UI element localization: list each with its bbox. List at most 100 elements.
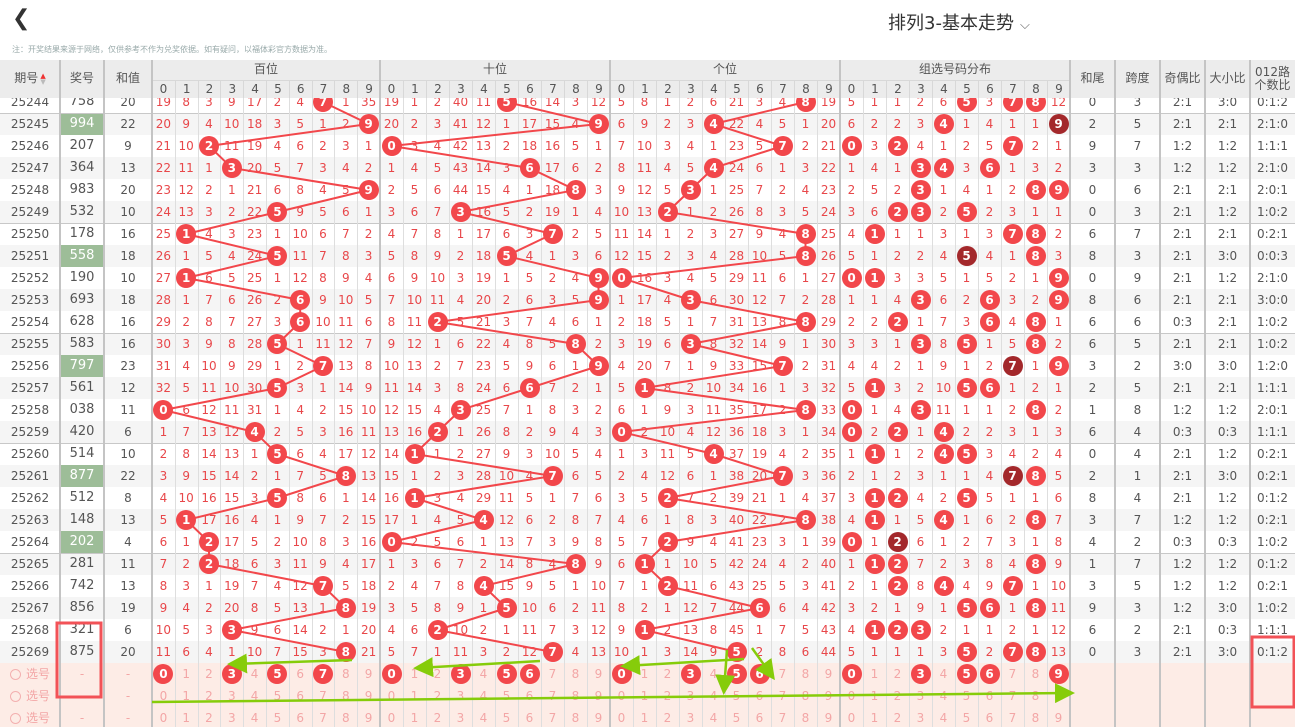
select-digit-ge[interactable]: 8 [801, 667, 810, 681]
radio-circle-icon[interactable] [9, 691, 21, 702]
select-digit-shi[interactable]: 0 [387, 711, 396, 725]
select-digit-bai[interactable]: 6 [296, 711, 305, 725]
hit-number-ball: 5 [267, 334, 288, 354]
select-digit-ge[interactable]: 0 [617, 711, 626, 725]
selected-number-ball[interactable]: 0 [153, 664, 174, 684]
selected-number-ball[interactable]: 6 [749, 664, 770, 684]
selected-number-ball[interactable]: 7 [313, 664, 333, 684]
select-digit-ge[interactable]: 4 [709, 711, 718, 725]
select-digit-ge[interactable]: 9 [824, 667, 833, 681]
select-digit-bai[interactable]: 8 [341, 667, 350, 681]
select-digit-zu[interactable]: 1 [870, 667, 879, 681]
select-digit-zu[interactable]: 9 [1054, 711, 1063, 725]
select-label[interactable]: 选号 [0, 663, 60, 685]
select-digit-bai[interactable]: 4 [250, 667, 259, 681]
select-digit-shi[interactable]: 2 [433, 667, 442, 681]
omission-cell: 10 [383, 359, 400, 373]
omission-cell: 2 [709, 205, 718, 219]
select-digit-shi[interactable]: 6 [525, 711, 534, 725]
omission-cell: 1 [617, 447, 626, 461]
select-digit-shi[interactable]: 3 [456, 711, 465, 725]
select-digit-bai[interactable]: 6 [296, 667, 305, 681]
omission-cell: 8 [640, 98, 649, 109]
select-digit-ge[interactable]: 2 [663, 667, 672, 681]
omission-cell: 13 [178, 205, 194, 219]
selected-number-ball[interactable]: 6 [979, 664, 1000, 684]
select-digit-zu[interactable]: 0 [847, 711, 856, 725]
selected-number-ball[interactable]: 0 [611, 664, 632, 684]
selected-number-ball[interactable]: 6 [519, 664, 540, 684]
select-digit-ge[interactable]: 5 [732, 711, 741, 725]
select-digit-bai[interactable]: 4 [250, 711, 259, 725]
radio-circle-icon[interactable] [9, 713, 21, 724]
select-digit-ge[interactable]: 4 [709, 667, 718, 681]
selected-number-ball[interactable]: 3 [680, 664, 701, 684]
select-digit-bai[interactable]: 1 [182, 667, 191, 681]
select-digit-shi[interactable]: 2 [433, 711, 442, 725]
kuadu-cell: 7 [1133, 139, 1142, 153]
back-button[interactable]: ❮ [12, 6, 30, 31]
selected-number-ball[interactable]: 5 [726, 664, 747, 684]
selected-number-ball[interactable]: 3 [910, 664, 931, 684]
omission-cell: 1 [364, 139, 373, 153]
select-label[interactable]: 选号 [0, 707, 60, 727]
select-digit-bai[interactable]: 1 [182, 711, 191, 725]
select-digit-zu[interactable]: 7 [1008, 667, 1017, 681]
select-digit-bai[interactable]: 7 [319, 711, 327, 725]
select-digit-zu[interactable]: 2 [893, 711, 902, 725]
select-digit-bai[interactable]: 5 [273, 711, 282, 725]
select-label[interactable]: 选号 [0, 685, 60, 707]
select-digit-zu[interactable]: 5 [962, 711, 971, 725]
omission-cell: 1 [962, 403, 971, 417]
select-digit-shi[interactable]: 4 [479, 667, 488, 681]
select-digit-ge[interactable]: 6 [755, 711, 764, 725]
select-digit-shi[interactable]: 9 [594, 711, 603, 725]
select-digit-zu[interactable]: 7 [1008, 711, 1017, 725]
page-title-dropdown[interactable]: 排列3-基本走势 ⌵ [888, 9, 1030, 35]
select-digit-shi[interactable]: 8 [571, 667, 580, 681]
select-digit-zu[interactable]: 8 [1031, 711, 1040, 725]
select-digit-zu[interactable]: 4 [939, 711, 948, 725]
radio-circle-icon[interactable] [9, 669, 21, 680]
select-digit-zu[interactable]: 8 [1031, 667, 1040, 681]
select-digit-shi[interactable]: 9 [594, 667, 603, 681]
select-digit-bai[interactable]: 3 [227, 711, 236, 725]
selected-number-ball[interactable]: 0 [381, 664, 402, 684]
selected-number-ball[interactable]: 5 [956, 664, 977, 684]
select-digit-shi[interactable]: 8 [571, 711, 580, 725]
select-digit-ge[interactable]: 8 [801, 711, 810, 725]
selected-number-ball[interactable]: 9 [1048, 664, 1069, 684]
select-digit-bai[interactable]: 8 [341, 711, 350, 725]
select-digit-zu[interactable]: 3 [916, 711, 925, 725]
select-digit-shi[interactable]: 4 [479, 711, 488, 725]
select-digit-shi[interactable]: 7 [548, 711, 557, 725]
selected-number-ball[interactable]: 5 [496, 664, 517, 684]
select-digit-ge[interactable]: 1 [640, 711, 649, 725]
selected-number-ball[interactable]: 0 [841, 664, 862, 684]
select-digit-ge[interactable]: 2 [663, 711, 672, 725]
selected-number-ball[interactable]: 3 [221, 664, 242, 684]
hit-number-ball: 5 [496, 246, 517, 266]
select-digit-shi[interactable]: 5 [502, 711, 511, 725]
select-digit-ge[interactable]: 7 [778, 711, 787, 725]
select-digit-zu[interactable]: 4 [939, 667, 948, 681]
select-row[interactable]: 选号 - -0 1 2 3 4 5 6 7 8 9 0 1 2 3 4 5 6 7 8 9 0 1 2 3 4 5 6 7 8 9 0 1 2 3 4 5… [0, 707, 1295, 727]
select-digit-zu[interactable]: 2 [893, 667, 902, 681]
select-digit-ge[interactable]: 7 [778, 667, 787, 681]
select-digit-zu[interactable]: 6 [985, 711, 994, 725]
select-digit-bai[interactable]: 9 [364, 667, 373, 681]
header-issue[interactable]: 期号 ▲ ▼ [0, 60, 60, 98]
select-digit-ge[interactable]: 1 [640, 667, 649, 681]
select-digit-ge[interactable]: 9 [824, 711, 833, 725]
sort-icon[interactable]: ▲ ▼ [40, 72, 46, 86]
select-digit-bai[interactable]: 0 [159, 711, 168, 725]
selected-number-ball[interactable]: 3 [450, 664, 471, 684]
select-digit-shi[interactable]: 7 [548, 667, 557, 681]
select-digit-zu[interactable]: 1 [870, 711, 879, 725]
select-digit-ge[interactable]: 3 [686, 711, 695, 725]
selected-number-ball[interactable]: 5 [267, 664, 288, 684]
select-digit-bai[interactable]: 2 [205, 667, 213, 681]
select-digit-bai[interactable]: 9 [364, 711, 373, 725]
select-digit-shi[interactable]: 1 [410, 711, 419, 725]
select-digit-bai[interactable]: 2 [205, 711, 213, 725]
